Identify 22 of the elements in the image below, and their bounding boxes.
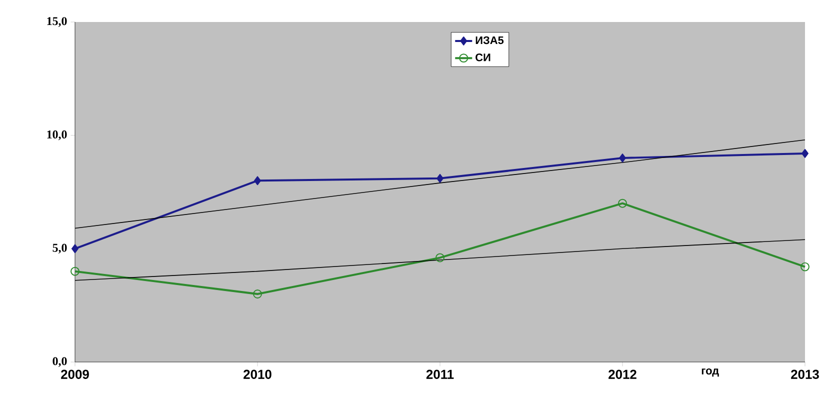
- point: [436, 253, 444, 262]
- legend-label: ИЗА5: [476, 36, 504, 44]
- point: [800, 262, 810, 272]
- legend-label: СИ: [476, 54, 490, 62]
- point: [802, 148, 808, 158]
- point: [619, 154, 626, 162]
- x-tick-label: 2009: [61, 370, 89, 379]
- point: [72, 244, 78, 254]
- x-tick-label: 2010: [244, 370, 272, 379]
- y-tick-label: 10,0: [47, 130, 67, 140]
- point: [618, 198, 627, 208]
- point: [254, 176, 261, 186]
- y-tick-label: 15,0: [47, 17, 67, 27]
- point: [436, 174, 444, 183]
- point: [253, 290, 262, 298]
- x-tick-label: 2011: [426, 370, 454, 379]
- x-axis-title: год: [702, 368, 719, 377]
- x-tick-label: 2013: [791, 370, 819, 379]
- y-tick-label: 0,0: [52, 357, 67, 367]
- point: [70, 266, 80, 276]
- y-tick-label: 5,0: [52, 244, 67, 254]
- x-tick-label: 2012: [608, 370, 636, 379]
